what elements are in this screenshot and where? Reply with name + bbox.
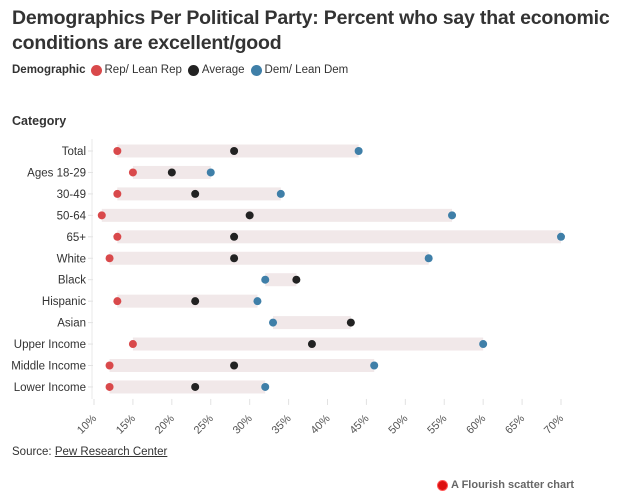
dem-dot (370, 361, 379, 370)
range-bar (109, 380, 266, 394)
category-label: Total (62, 146, 86, 158)
dem-dot (261, 382, 270, 391)
dem-dot (424, 254, 433, 263)
legend-item-dem[interactable]: Dem/ Lean Dem (250, 64, 349, 76)
legend: Demographic Rep/ Lean Rep Average Dem/ L… (12, 64, 354, 76)
x-tick-label: 65% (503, 412, 527, 435)
rep-dot (105, 361, 114, 370)
source-prefix: Source: (12, 446, 52, 458)
category-label: White (57, 253, 86, 265)
rep-dot (113, 232, 122, 241)
flourish-credit[interactable]: A Flourish scatter chart (438, 479, 574, 491)
rep-dot (128, 168, 137, 177)
category-label: Asian (57, 318, 86, 330)
source-note: Source: Pew Research Center (12, 446, 167, 458)
rep-dot (105, 254, 114, 263)
average-dot (346, 318, 355, 327)
x-tick-label: 40% (309, 412, 333, 435)
category-label: 50-64 (57, 210, 87, 222)
legend-swatch-rep (90, 64, 102, 76)
range-bar (117, 230, 561, 244)
x-tick-label: 15% (114, 412, 138, 435)
dem-dot (448, 211, 457, 220)
legend-item-rep[interactable]: Rep/ Lean Rep (90, 64, 182, 76)
legend-label-dem: Dem/ Lean Dem (264, 64, 349, 76)
average-dot (230, 254, 239, 263)
average-dot (191, 297, 200, 306)
legend-label-average: Average (201, 64, 245, 76)
rep-dot (105, 382, 114, 391)
x-tick-label: 70% (542, 412, 566, 435)
x-tick-label: 35% (270, 412, 294, 435)
legend-swatch-average (187, 64, 199, 76)
range-bar (273, 316, 351, 330)
range-bar (265, 273, 297, 287)
legend-item-average[interactable]: Average (187, 64, 245, 76)
dem-dot (253, 297, 262, 306)
y-axis-title: Category (12, 114, 67, 128)
category-label: Middle Income (11, 361, 86, 373)
dot-plot: 10% 15% 20% 25% 30% 35% 40% 45% 50% 55% 60% 65% 70% T… (11, 139, 566, 435)
category-label: Black (58, 275, 86, 287)
rep-dot (113, 189, 122, 198)
x-tick-label: 10% (75, 412, 99, 435)
x-tick-label: 60% (464, 412, 488, 435)
x-tick-label: 55% (425, 412, 449, 435)
average-dot (307, 340, 316, 349)
category-label: 65+ (66, 232, 86, 244)
legend-title: Demographic (12, 64, 86, 76)
average-dot (191, 382, 200, 391)
category-label: Ages 18-29 (27, 167, 86, 179)
average-dot (230, 361, 239, 370)
legend-label-rep: Rep/ Lean Rep (104, 64, 182, 76)
x-tick-label: 25% (192, 412, 216, 435)
source-link[interactable]: Pew Research Center (54, 446, 168, 458)
dem-dot (354, 147, 363, 155)
rep-dot (113, 297, 122, 306)
rep-dot (97, 211, 106, 220)
category-label: 30-49 (57, 189, 86, 201)
rep-dot (128, 340, 137, 349)
dem-dot (557, 232, 565, 241)
category-label: Lower Income (14, 382, 86, 394)
rep-dot (113, 147, 122, 155)
dem-dot (206, 168, 215, 177)
x-tick-label: 30% (231, 412, 255, 435)
legend-swatch-dem (250, 64, 262, 76)
x-tick-label: 20% (153, 412, 177, 435)
average-dot (292, 275, 301, 284)
range-bar (101, 208, 453, 222)
dem-dot (269, 318, 278, 327)
flourish-credit-text: A Flourish scatter chart (451, 479, 575, 491)
range-bar (117, 294, 258, 308)
flourish-logo-icon (438, 480, 447, 490)
x-tick-label: 45% (347, 412, 371, 435)
dem-dot (276, 189, 285, 198)
average-dot (230, 147, 239, 155)
x-tick-label: 50% (386, 412, 410, 435)
chart-title: Demographics Per Political Party: Percen… (12, 7, 610, 54)
category-label: Upper Income (14, 339, 86, 351)
range-bar (109, 251, 429, 265)
dem-dot (261, 275, 270, 284)
average-dot (230, 232, 239, 241)
dem-dot (479, 340, 488, 349)
category-label: Hispanic (42, 296, 86, 308)
average-dot (245, 211, 254, 220)
average-dot (167, 168, 176, 177)
average-dot (191, 189, 200, 198)
range-bar (109, 359, 375, 372)
